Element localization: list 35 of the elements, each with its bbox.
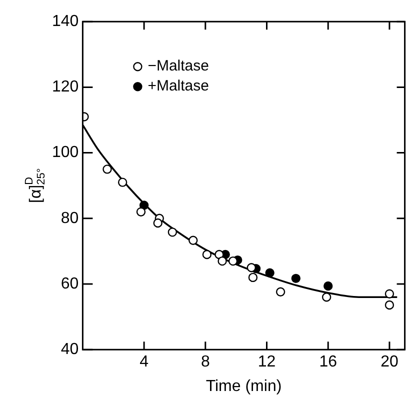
y-tick-label: 100 [52, 144, 79, 162]
y-axis-title: [α]D25° [24, 168, 48, 203]
point [139, 200, 149, 210]
point [384, 289, 394, 298]
point [265, 268, 274, 278]
point [384, 300, 394, 310]
point [218, 256, 227, 266]
point [322, 292, 332, 302]
point [248, 272, 258, 282]
point [153, 218, 162, 228]
point [324, 281, 333, 291]
point [228, 256, 238, 266]
x-tick-label: 20 [380, 354, 398, 371]
x-tick-label: 8 [200, 354, 210, 371]
x-tick-label: 4 [140, 354, 149, 371]
y-tick-label: 80 [60, 210, 79, 227]
point [291, 274, 300, 284]
point [202, 250, 212, 260]
y-tick-label: 60 [60, 275, 79, 292]
y-tick-label: 120 [52, 78, 79, 96]
y-tick-label: 140 [52, 13, 79, 30]
point [136, 207, 146, 216]
legend-label: −Maltase [148, 58, 209, 75]
point [188, 236, 198, 245]
point [168, 228, 178, 237]
y-tick-label: 40 [60, 341, 79, 358]
point [276, 287, 286, 296]
x-axis-title: Time (min) [206, 378, 282, 395]
legend-label: +Maltase [148, 78, 209, 95]
point [118, 178, 128, 187]
point [214, 250, 224, 260]
point [246, 263, 256, 272]
x-tick-label: 12 [258, 354, 276, 371]
x-tick-label: 16 [319, 354, 338, 371]
point [102, 164, 112, 174]
